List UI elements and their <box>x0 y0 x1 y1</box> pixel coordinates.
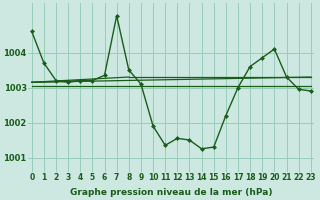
X-axis label: Graphe pression niveau de la mer (hPa): Graphe pression niveau de la mer (hPa) <box>70 188 273 197</box>
